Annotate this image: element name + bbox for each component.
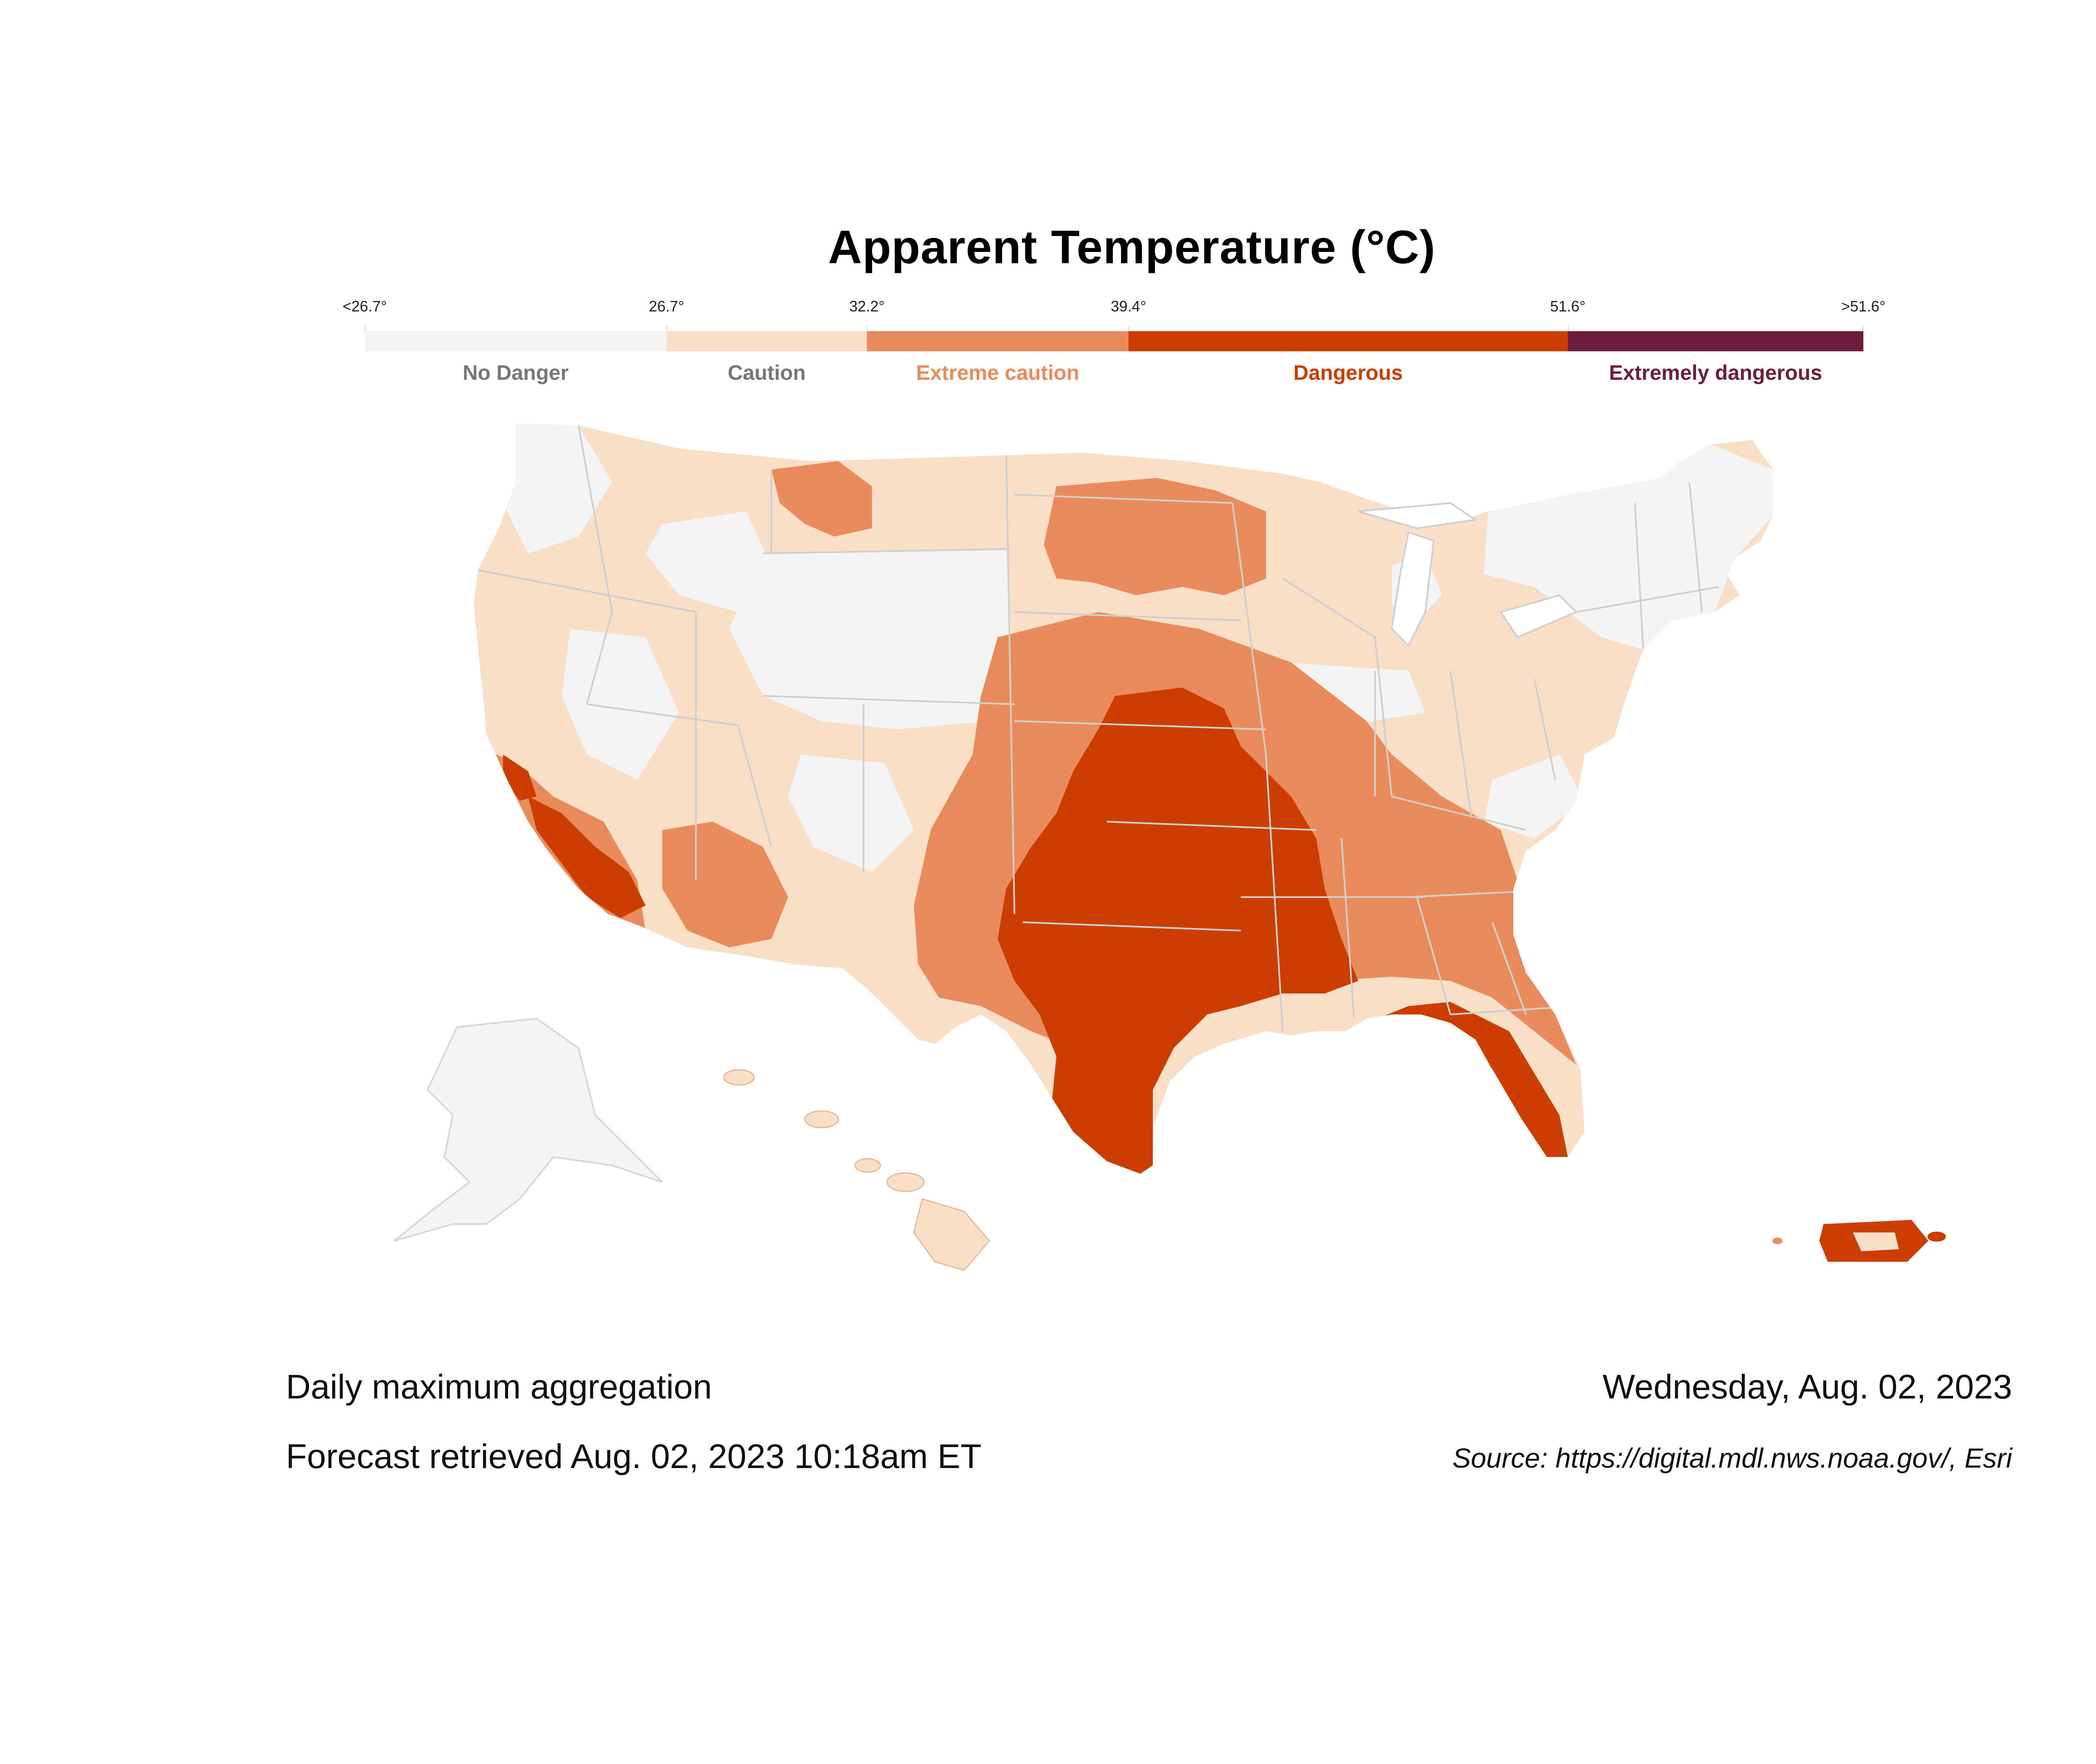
legend-tick-0: <26.7° <box>342 298 387 315</box>
legend-tick-2: 32.2° <box>849 298 885 315</box>
legend-band-dangerous <box>1128 331 1568 351</box>
legend-band-no-danger <box>365 331 667 351</box>
contiguous-us <box>474 423 1773 1174</box>
legend-band-caution <box>667 331 867 351</box>
legend: <26.7° 26.7° 32.2° 39.4° 51.6° >51.6° No… <box>342 293 1886 394</box>
aggregation-note: Daily maximum aggregation <box>286 1368 712 1406</box>
state-boundaries <box>477 425 1719 1032</box>
legend-label-dangerous: Dangerous <box>1293 361 1403 384</box>
alaska <box>393 1017 663 1242</box>
legend-label-caution: Caution <box>727 361 806 384</box>
legend-band-extreme-caution <box>867 331 1128 351</box>
puerto-rico <box>1772 1220 1946 1262</box>
great-lakes <box>1358 502 1578 647</box>
legend-tick-1: 26.7° <box>649 298 685 315</box>
legend-band-extremely-dangerous <box>1568 331 1863 351</box>
legend-label-no-danger: No Danger <box>462 361 569 384</box>
retrieved-note: Forecast retrieved Aug. 02, 2023 10:18am… <box>286 1437 982 1476</box>
heat-map <box>319 377 1953 1300</box>
source-note: Source: https://digital.mdl.nws.noaa.gov… <box>1452 1442 2012 1473</box>
hawaii <box>723 1069 990 1271</box>
legend-tick-3: 39.4° <box>1110 298 1147 315</box>
forecast-date: Wednesday, Aug. 02, 2023 <box>1602 1368 2012 1406</box>
legend-label-extremely-dangerous: Extremely dangerous <box>1609 361 1822 384</box>
map-title: Apparent Temperature (°C) <box>828 221 1436 273</box>
legend-tick-5: >51.6° <box>1841 298 1886 315</box>
legend-label-extreme-caution: Extreme caution <box>916 361 1079 384</box>
legend-tick-4: 51.6° <box>1550 298 1586 315</box>
